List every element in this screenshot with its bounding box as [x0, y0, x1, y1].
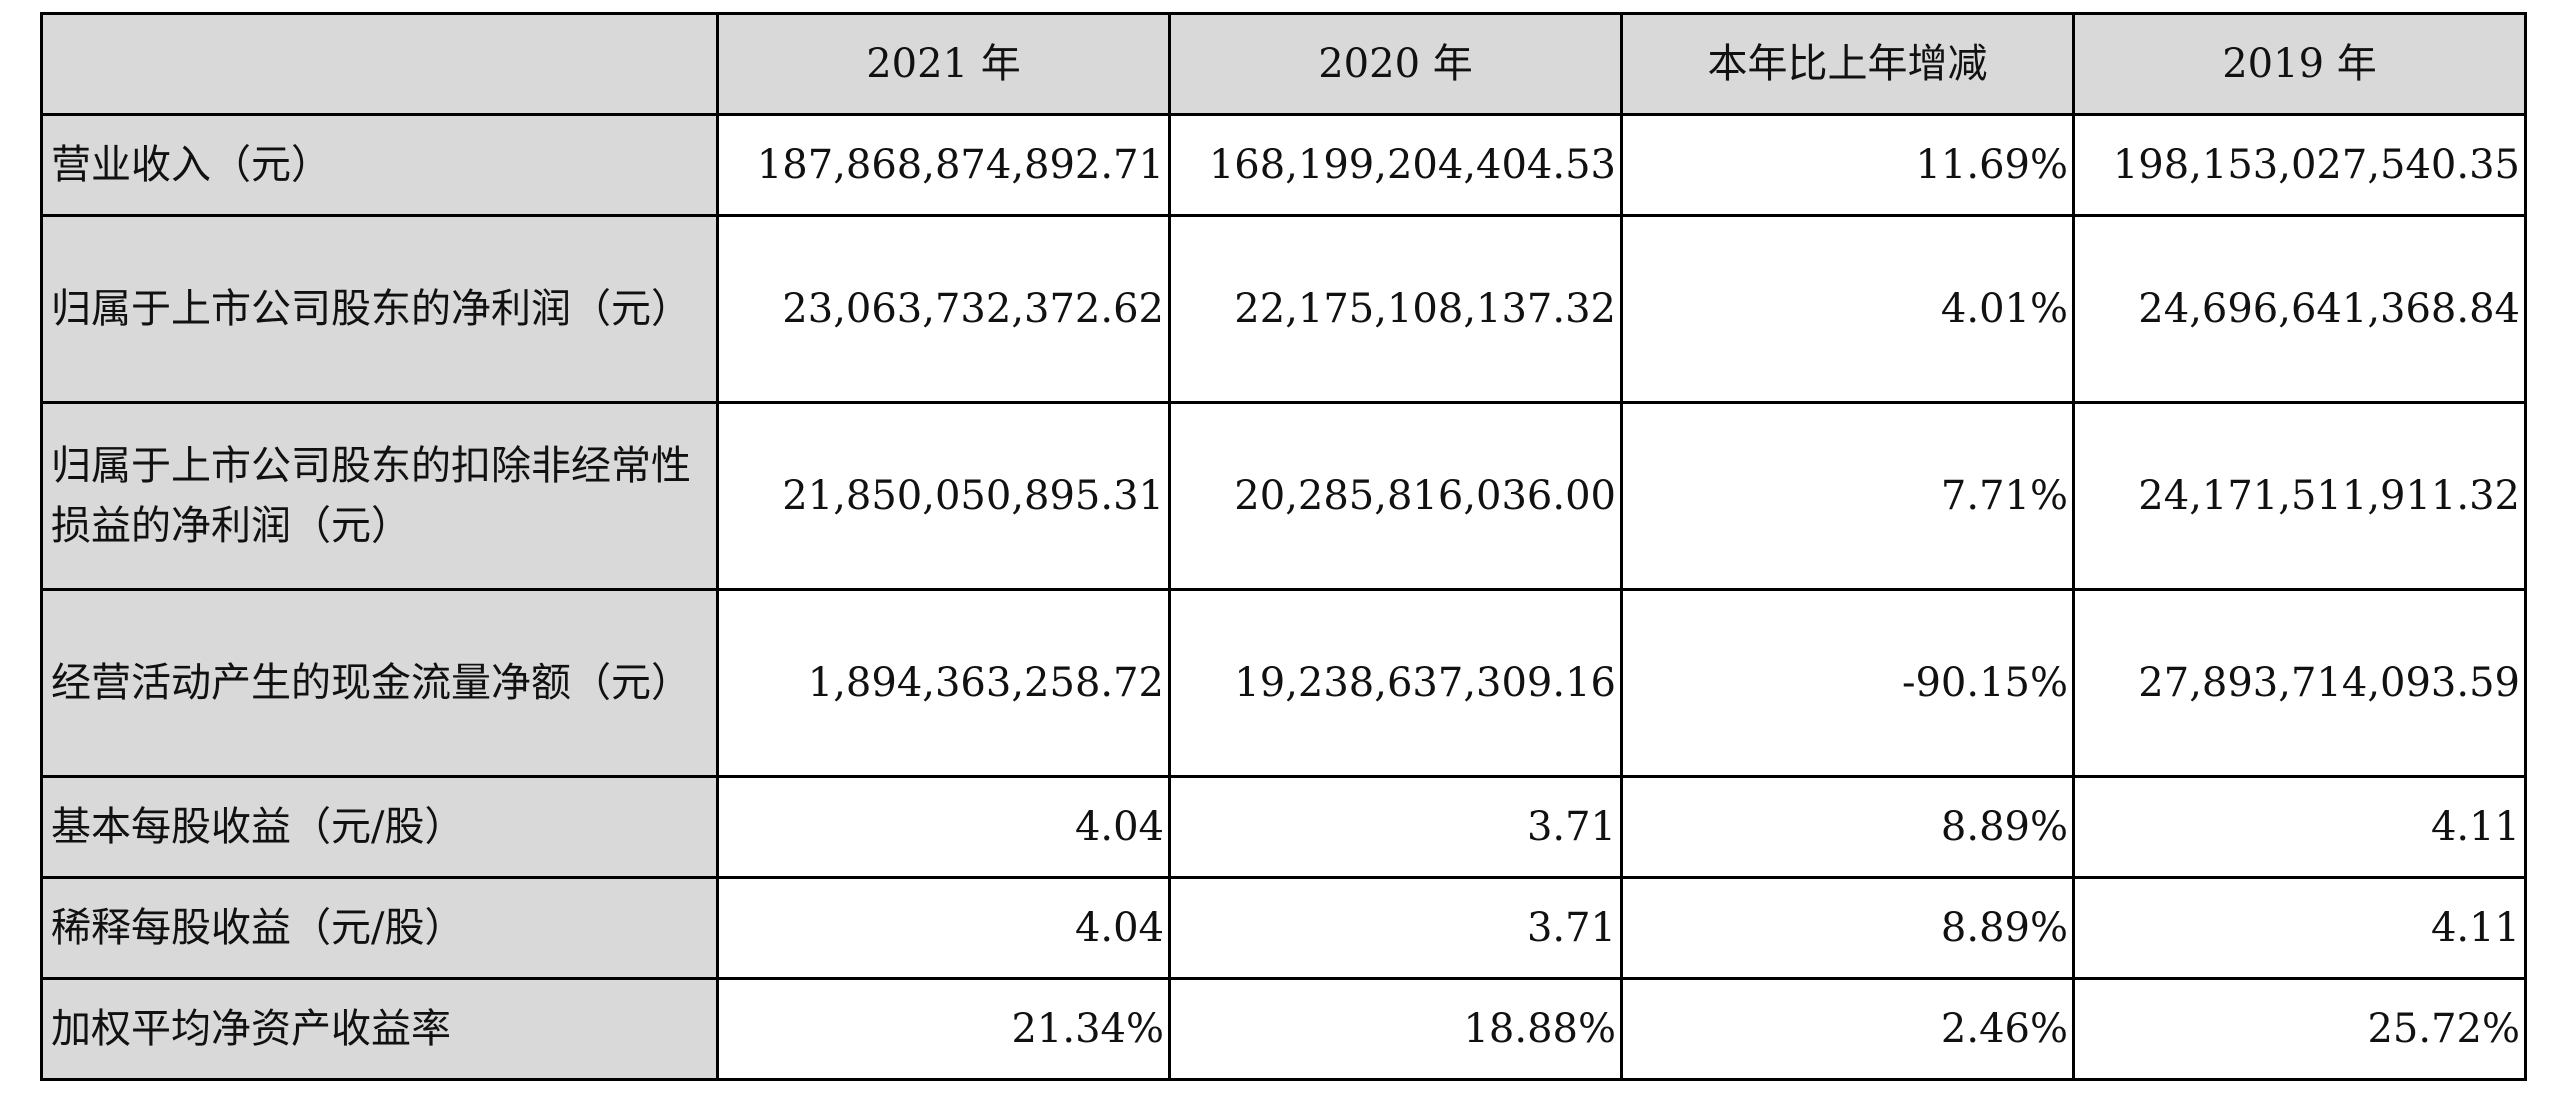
cell-2019: 4.11 — [2072, 775, 2527, 879]
header-row: 2021 年 2020 年 本年比上年增减 2019 年 — [40, 12, 2527, 116]
cell-2020: 22,175,108,137.32 — [1168, 214, 1623, 404]
cell-2021: 1,894,363,258.72 — [716, 588, 1171, 778]
cell-change: 8.89% — [1620, 775, 2075, 879]
cell-change: 7.71% — [1620, 401, 2075, 591]
row-label: 归属于上市公司股东的扣除非经常性损益的净利润（元） — [40, 401, 719, 591]
cell-2021: 4.04 — [716, 876, 1171, 980]
row-label: 营业收入（元） — [40, 113, 719, 217]
table-row: 稀释每股收益（元/股） 4.04 3.71 8.89% 4.11 — [40, 876, 2527, 980]
table-row: 加权平均净资产收益率 21.34% 18.88% 2.46% 25.72% — [40, 977, 2527, 1081]
header-cell-change: 本年比上年增减 — [1620, 12, 2075, 116]
header-cell-2021: 2021 年 — [716, 12, 1171, 116]
cell-2020: 19,238,637,309.16 — [1168, 588, 1623, 778]
table-row: 营业收入（元） 187,868,874,892.71 168,199,204,4… — [40, 113, 2527, 217]
cell-2021: 4.04 — [716, 775, 1171, 879]
cell-change: 2.46% — [1620, 977, 2075, 1081]
table-row: 基本每股收益（元/股） 4.04 3.71 8.89% 4.11 — [40, 775, 2527, 879]
cell-2019: 24,696,641,368.84 — [2072, 214, 2527, 404]
row-label: 经营活动产生的现金流量净额（元） — [40, 588, 719, 778]
header-cell-blank — [40, 12, 719, 116]
cell-2019: 198,153,027,540.35 — [2072, 113, 2527, 217]
header-cell-2019: 2019 年 — [2072, 12, 2527, 116]
cell-change: -90.15% — [1620, 588, 2075, 778]
header-cell-2020: 2020 年 — [1168, 12, 1623, 116]
cell-2021: 21,850,050,895.31 — [716, 401, 1171, 591]
row-label: 稀释每股收益（元/股） — [40, 876, 719, 980]
row-label: 加权平均净资产收益率 — [40, 977, 719, 1081]
cell-2019: 24,171,511,911.32 — [2072, 401, 2527, 591]
cell-2020: 168,199,204,404.53 — [1168, 113, 1623, 217]
cell-2021: 23,063,732,372.62 — [716, 214, 1171, 404]
cell-2020: 3.71 — [1168, 876, 1623, 980]
cell-2020: 3.71 — [1168, 775, 1623, 879]
cell-2020: 18.88% — [1168, 977, 1623, 1081]
table-row: 归属于上市公司股东的净利润（元） 23,063,732,372.62 22,17… — [40, 214, 2527, 404]
cell-change: 11.69% — [1620, 113, 2075, 217]
cell-2019: 27,893,714,093.59 — [2072, 588, 2527, 778]
table-row: 归属于上市公司股东的扣除非经常性损益的净利润（元） 21,850,050,895… — [40, 401, 2527, 591]
cell-2021: 21.34% — [716, 977, 1171, 1081]
cell-2019: 4.11 — [2072, 876, 2527, 980]
cell-2021: 187,868,874,892.71 — [716, 113, 1171, 217]
row-label: 归属于上市公司股东的净利润（元） — [40, 214, 719, 404]
row-label: 基本每股收益（元/股） — [40, 775, 719, 879]
cell-change: 4.01% — [1620, 214, 2075, 404]
cell-change: 8.89% — [1620, 876, 2075, 980]
cell-2020: 20,285,816,036.00 — [1168, 401, 1623, 591]
table-row: 经营活动产生的现金流量净额（元） 1,894,363,258.72 19,238… — [40, 588, 2527, 778]
financial-summary-table: 2021 年 2020 年 本年比上年增减 2019 年 营业收入（元） 187… — [40, 12, 2527, 1081]
cell-2019: 25.72% — [2072, 977, 2527, 1081]
